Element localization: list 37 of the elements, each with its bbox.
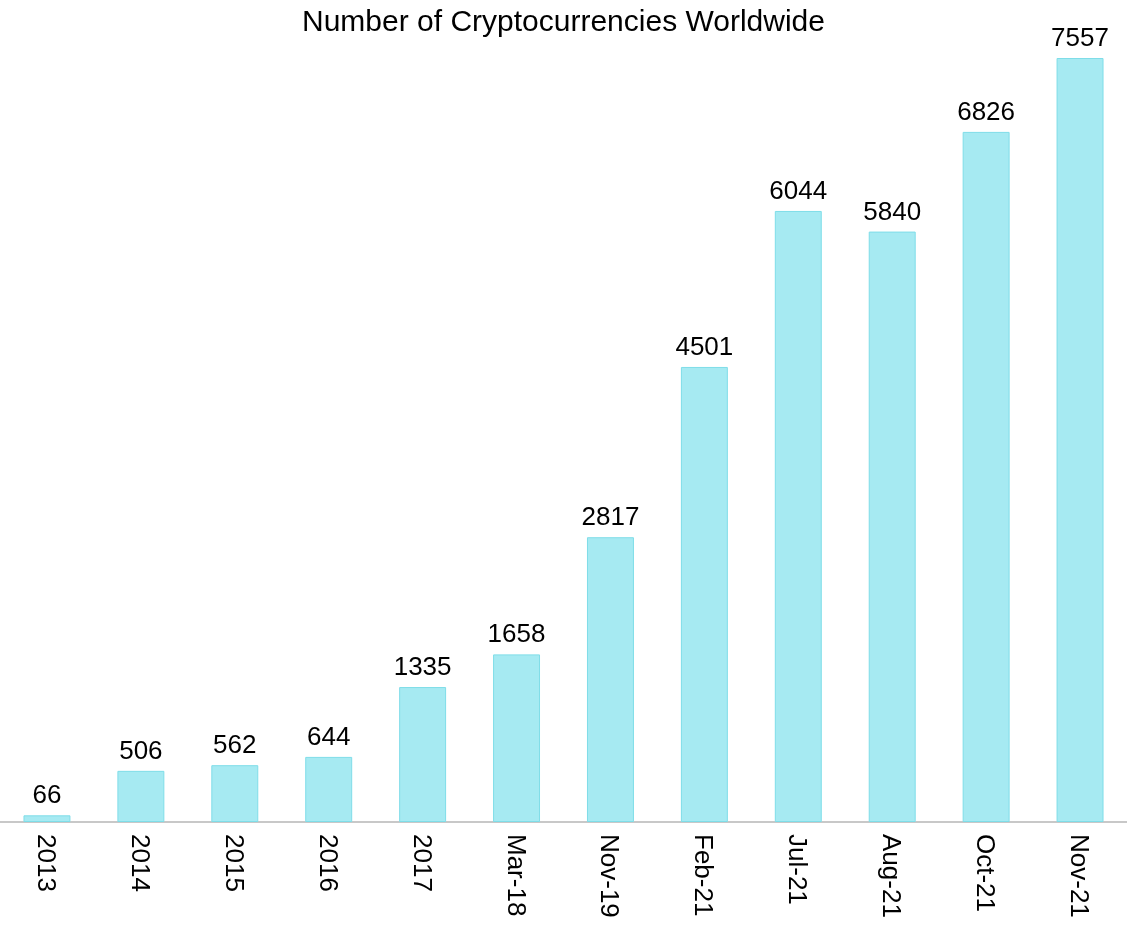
- x-tick-label: Mar-18: [501, 834, 532, 917]
- x-tick-label: 2015: [219, 834, 250, 892]
- bar: [23, 815, 71, 822]
- x-tick-label: Jul-21: [783, 834, 814, 905]
- data-label: 7557: [1051, 22, 1109, 52]
- data-label: 66: [32, 779, 62, 810]
- data-label: 506: [119, 734, 163, 765]
- data-label: 1335: [393, 651, 452, 682]
- data-label: 6044: [769, 174, 828, 205]
- data-label: 562: [213, 729, 257, 760]
- x-tick-label: Aug-21: [877, 834, 908, 918]
- bar: [211, 765, 259, 822]
- bar: [962, 131, 1010, 822]
- x-tick-label: Nov-19: [595, 834, 626, 918]
- chart-title: Number of Cryptocurrencies Worldwide: [302, 3, 825, 37]
- bar: [117, 770, 165, 822]
- x-tick-label: 2014: [125, 834, 156, 892]
- x-tick-label: Feb-21: [689, 834, 720, 917]
- data-label: 2817: [581, 501, 640, 532]
- bar: [493, 654, 541, 822]
- x-tick-label: 2016: [313, 834, 344, 892]
- bar: [868, 231, 916, 822]
- bar: [680, 366, 728, 822]
- x-tick-label: 2013: [31, 834, 62, 892]
- data-label: 6826: [957, 95, 1016, 126]
- x-tick-label: 2017: [407, 834, 438, 892]
- bar: [305, 756, 353, 822]
- bar: [586, 537, 634, 822]
- x-tick-label: Nov-21: [1065, 834, 1096, 918]
- bar: [774, 210, 822, 822]
- x-tick-label: Oct-21: [971, 834, 1002, 913]
- bar: [1056, 58, 1104, 822]
- data-label: 1658: [487, 618, 546, 649]
- data-label: 4501: [675, 330, 734, 361]
- data-label: 644: [307, 720, 351, 751]
- data-label: 5840: [863, 195, 922, 226]
- bar: [399, 687, 447, 822]
